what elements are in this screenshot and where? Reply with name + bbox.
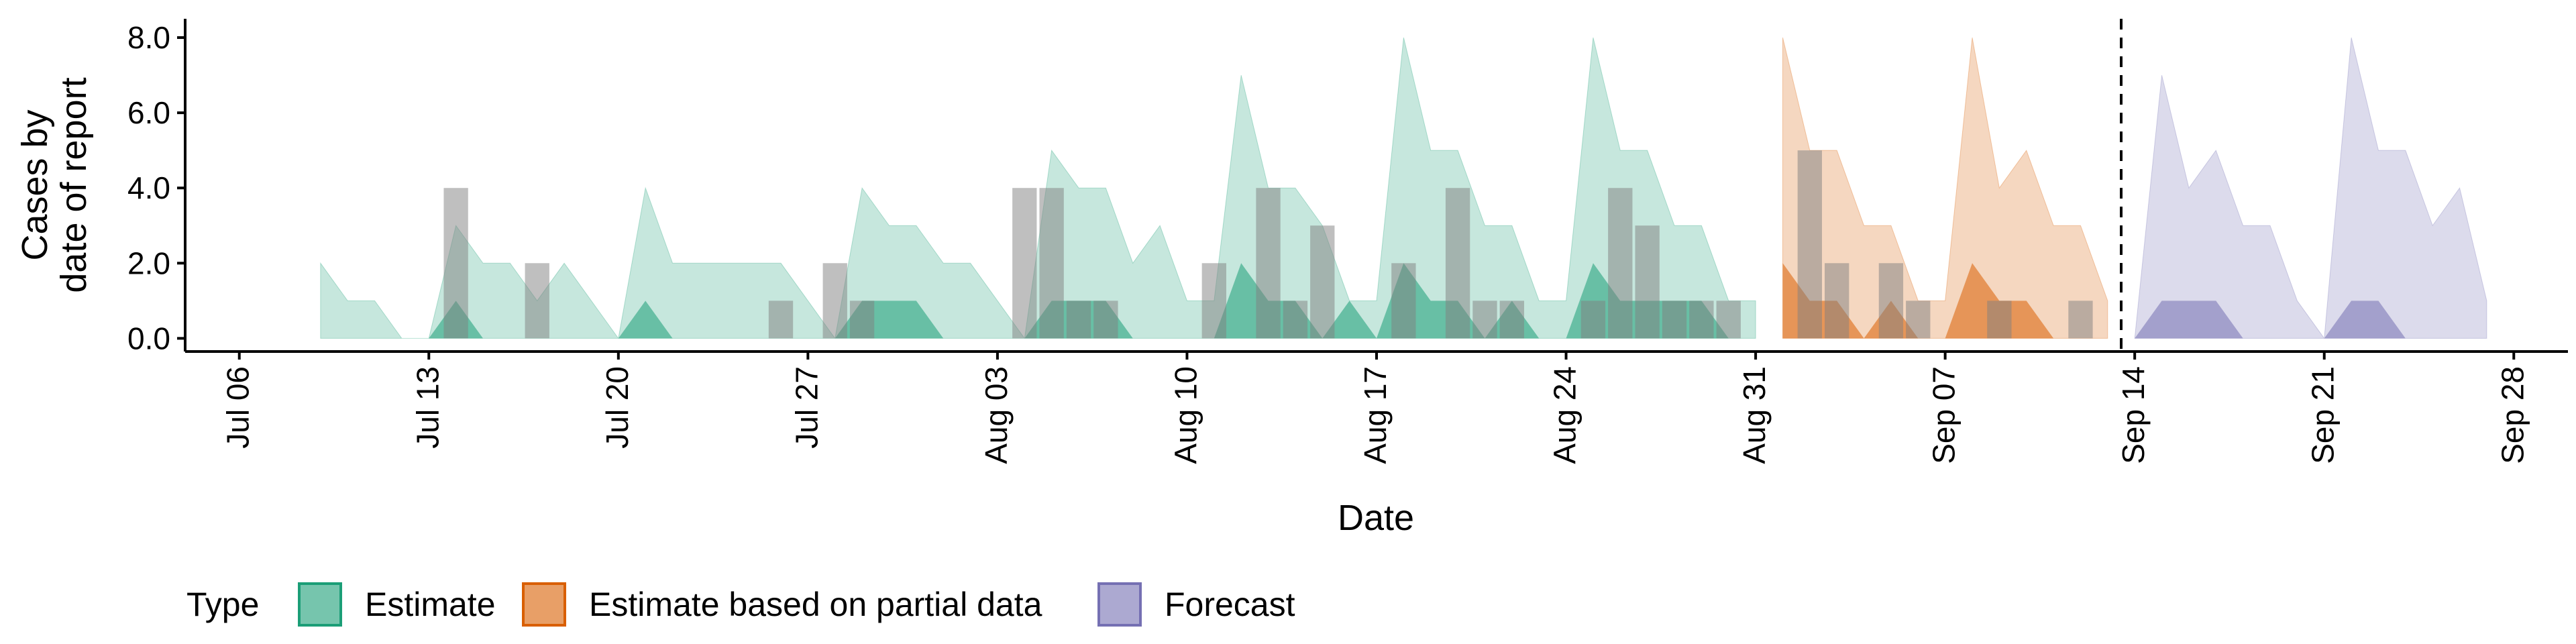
- observed-bar: [1012, 188, 1037, 339]
- x-tick-label: Jul 06: [221, 366, 256, 449]
- observed-bar: [1445, 188, 1470, 339]
- x-tick-label: Jul 20: [600, 366, 635, 449]
- legend-title: Type: [186, 586, 259, 623]
- observed-bar: [1066, 301, 1091, 339]
- observed-bar: [1716, 301, 1741, 339]
- observed-bar: [1689, 301, 1714, 339]
- observed-bar: [822, 263, 847, 339]
- legend-key-1: [298, 582, 342, 627]
- observed-bars-layer: [443, 150, 2093, 339]
- legend-key-2: [522, 582, 566, 627]
- ribbon-inner-2: [1782, 263, 2108, 339]
- observed-bar: [1201, 263, 1226, 339]
- ribbon-outer-3: [2134, 37, 2487, 339]
- legend-label-1: Estimate: [365, 586, 496, 623]
- y-axis-title: Cases bydate of report: [15, 77, 94, 292]
- legend-key-3: [1097, 582, 1142, 627]
- observed-bar: [1472, 301, 1497, 339]
- x-axis-title: Date: [1338, 498, 1414, 538]
- observed-bar: [1093, 301, 1118, 339]
- observed-bar: [1635, 225, 1660, 339]
- observed-bar: [1987, 301, 2012, 339]
- observed-bar: [1256, 188, 1281, 339]
- y-tick-label: 2.0: [127, 246, 170, 280]
- x-tick-label: Aug 10: [1168, 366, 1203, 464]
- observed-bar: [1283, 301, 1308, 339]
- x-tick-label: Aug 24: [1548, 366, 1582, 464]
- y-tick-label: 0.0: [127, 321, 170, 356]
- y-tick-label: 4.0: [127, 170, 170, 205]
- ribbon-inner-3: [2135, 301, 2487, 339]
- x-tick-label: Jul 13: [410, 366, 445, 449]
- observed-bar: [1580, 301, 1606, 339]
- observed-bar: [1039, 188, 1064, 339]
- observed-bar: [1797, 150, 1822, 339]
- observed-bar: [1662, 301, 1687, 339]
- x-tick-label: Sep 28: [2495, 366, 2530, 464]
- x-tick-label: Sep 14: [2116, 366, 2151, 464]
- x-tick-label: Aug 31: [1737, 366, 1772, 464]
- observed-bar: [525, 263, 549, 339]
- legend-label-3: Forecast: [1165, 586, 1295, 623]
- x-tick-label: Sep 07: [1927, 366, 1962, 464]
- legend-label-2: Estimate based on partial data: [589, 586, 1042, 623]
- observed-bar: [768, 301, 794, 339]
- legend: Type Estimate Estimate based on partial da…: [186, 582, 1295, 627]
- x-tick-label: Aug 17: [1358, 366, 1393, 464]
- axes-layer: 0.0 2.0 4.0 6.0 8.0 Jul 06 Jul 13 Jul 20 Jul 27 A…: [127, 19, 2568, 464]
- x-tick-label: Aug 03: [979, 366, 1014, 464]
- observed-bar: [1878, 263, 1904, 339]
- y-tick-label: 6.0: [127, 95, 170, 130]
- observed-bar: [1906, 301, 1931, 339]
- y-tick-label: 8.0: [127, 20, 170, 55]
- observed-bar: [443, 188, 468, 339]
- observed-bar: [1499, 301, 1524, 339]
- observed-bar: [1608, 188, 1633, 339]
- observed-bar: [2068, 301, 2093, 339]
- observed-bar: [1391, 263, 1416, 339]
- observed-bar: [1825, 263, 1849, 339]
- x-tick-label: Jul 27: [789, 366, 824, 449]
- x-tick-label: Sep 21: [2306, 366, 2341, 464]
- observed-bar: [1310, 225, 1335, 339]
- observed-bar: [849, 301, 875, 339]
